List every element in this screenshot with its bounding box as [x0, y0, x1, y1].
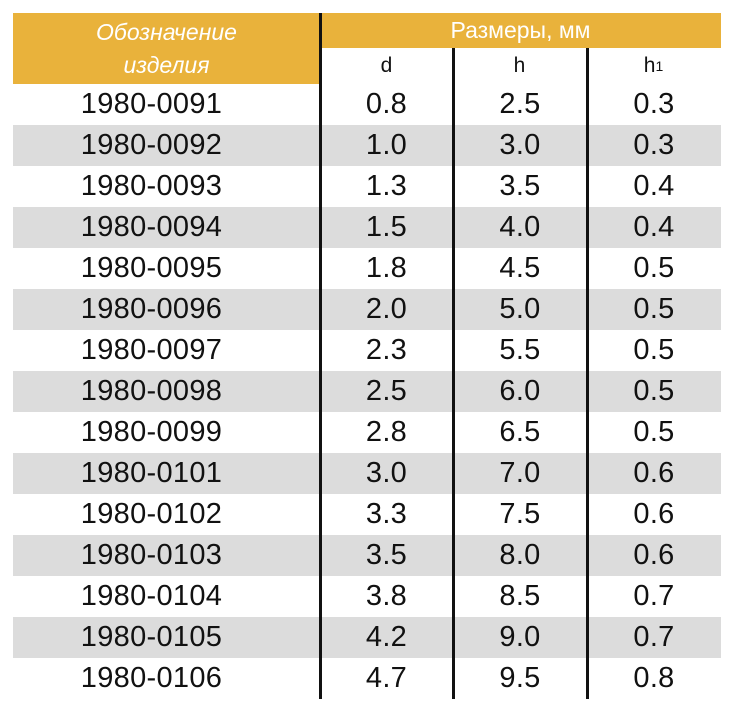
h-value-cell: 7.5 — [499, 498, 541, 530]
table-row: 1980-0099 2.8 6.5 0.5 — [13, 412, 721, 453]
h-value-cell: 4.0 — [499, 211, 541, 243]
table-body: 1980-0091 0.8 2.5 0.3 1980-0092 1.0 3.0 0.3 1980… — [13, 84, 721, 699]
dimensions-header: Размеры, мм — [320, 13, 721, 48]
column-divider — [586, 48, 589, 699]
d-value-cell: 2.5 — [365, 375, 408, 407]
product-code-cell: 1980-0104 — [80, 580, 223, 612]
h-value-cell: 5.5 — [499, 334, 541, 366]
d-value-cell: 1.8 — [365, 252, 408, 284]
d-value-cell: 3.3 — [365, 498, 408, 530]
h-value-cell: 2.5 — [499, 88, 541, 120]
product-code-cell: 1980-0106 — [80, 662, 223, 694]
table-row: 1980-0091 0.8 2.5 0.3 — [13, 84, 721, 125]
d-value-cell: 0.8 — [365, 88, 408, 120]
h1-value-cell: 0.6 — [633, 498, 675, 530]
table-row: 1980-0102 3.3 7.5 0.6 — [13, 494, 721, 535]
h1-value-cell: 0.4 — [633, 170, 675, 202]
h1-value-cell: 0.4 — [633, 211, 675, 243]
d-value-cell: 1.0 — [365, 129, 408, 161]
h-value-cell: 4.5 — [499, 252, 541, 284]
h-value-cell: 8.0 — [499, 539, 541, 571]
table-row: 1980-0097 2.3 5.5 0.5 — [13, 330, 721, 371]
table-row: 1980-0094 1.5 4.0 0.4 — [13, 207, 721, 248]
table-row: 1980-0096 2.0 5.0 0.5 — [13, 289, 721, 330]
column-h1-subscript: 1 — [655, 58, 664, 74]
table-row: 1980-0103 3.5 8.0 0.6 — [13, 535, 721, 576]
h1-value-cell: 0.6 — [633, 539, 675, 571]
h1-value-cell: 0.6 — [633, 457, 675, 489]
table-row: 1980-0098 2.5 6.0 0.5 — [13, 371, 721, 412]
d-value-cell: 1.3 — [365, 170, 408, 202]
h-value-cell: 6.0 — [499, 375, 541, 407]
product-code-cell: 1980-0098 — [80, 375, 223, 407]
product-code-cell: 1980-0102 — [80, 498, 223, 530]
h1-value-cell: 0.5 — [633, 375, 675, 407]
column-divider — [319, 13, 322, 699]
table-row: 1980-0105 4.2 9.0 0.7 — [13, 617, 721, 658]
d-value-cell: 3.0 — [365, 457, 408, 489]
h1-value-cell: 0.8 — [633, 662, 675, 694]
h1-value-cell: 0.5 — [633, 252, 675, 284]
h-value-cell: 8.5 — [499, 580, 541, 612]
d-value-cell: 4.2 — [365, 621, 408, 653]
d-value-cell: 3.8 — [365, 580, 408, 612]
table-row: 1980-0104 3.8 8.5 0.7 — [13, 576, 721, 617]
column-h1-base: h — [643, 54, 656, 77]
product-code-cell: 1980-0094 — [80, 211, 223, 243]
product-code-cell: 1980-0095 — [80, 252, 223, 284]
h1-value-cell: 0.3 — [633, 129, 675, 161]
table-row: 1980-0101 3.0 7.0 0.6 — [13, 453, 721, 494]
product-code-cell: 1980-0101 — [80, 457, 223, 489]
product-code-cell: 1980-0105 — [80, 621, 223, 653]
h-value-cell: 9.0 — [499, 621, 541, 653]
h-value-cell: 3.5 — [499, 170, 541, 202]
h1-value-cell: 0.5 — [633, 293, 675, 325]
h-value-cell: 9.5 — [499, 662, 541, 694]
h-value-cell: 6.5 — [499, 416, 541, 448]
table-row: 1980-0093 1.3 3.5 0.4 — [13, 166, 721, 207]
h1-value-cell: 0.7 — [633, 621, 675, 653]
d-value-cell: 1.5 — [365, 211, 408, 243]
d-value-cell: 4.7 — [365, 662, 408, 694]
product-code-cell: 1980-0091 — [80, 88, 223, 120]
d-value-cell: 2.0 — [365, 293, 408, 325]
h1-value-cell: 0.5 — [633, 334, 675, 366]
h1-value-cell: 0.5 — [633, 416, 675, 448]
designation-header: Обозначение изделия — [13, 13, 320, 84]
designation-header-line1: Обозначение — [96, 18, 237, 45]
column-h-header: h — [513, 54, 526, 77]
d-value-cell: 2.8 — [365, 416, 408, 448]
h-value-cell: 5.0 — [499, 293, 541, 325]
product-code-cell: 1980-0092 — [80, 129, 223, 161]
h-value-cell: 3.0 — [499, 129, 541, 161]
product-code-cell: 1980-0103 — [80, 539, 223, 571]
h1-value-cell: 0.3 — [633, 88, 675, 120]
product-code-cell: 1980-0099 — [80, 416, 223, 448]
product-code-cell: 1980-0097 — [80, 334, 223, 366]
table-row: 1980-0092 1.0 3.0 0.3 — [13, 125, 721, 166]
table-row: 1980-0095 1.8 4.5 0.5 — [13, 248, 721, 289]
h1-value-cell: 0.7 — [633, 580, 675, 612]
product-code-cell: 1980-0096 — [80, 293, 223, 325]
column-divider — [452, 48, 455, 699]
h-value-cell: 7.0 — [499, 457, 541, 489]
d-value-cell: 2.3 — [365, 334, 408, 366]
column-d-header: d — [380, 54, 393, 77]
d-value-cell: 3.5 — [365, 539, 408, 571]
designation-header-line2: изделия — [123, 51, 210, 78]
table-row: 1980-0106 4.7 9.5 0.8 — [13, 658, 721, 699]
product-code-cell: 1980-0093 — [80, 170, 223, 202]
